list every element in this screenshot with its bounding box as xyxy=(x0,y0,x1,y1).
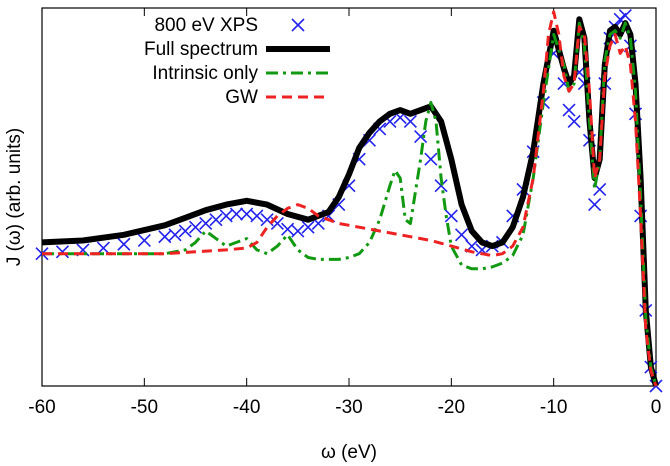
series-800-ev-xps xyxy=(35,8,663,393)
xps-data-point xyxy=(55,245,70,259)
xps-data-point xyxy=(158,230,172,244)
xps-data-point xyxy=(240,207,254,221)
xps-data-point xyxy=(291,224,305,238)
xps-data-point xyxy=(455,228,469,242)
series-gw xyxy=(42,10,658,387)
xps-data-point xyxy=(414,129,428,144)
x-tick-label: -30 xyxy=(335,397,362,418)
x-tick-label: -10 xyxy=(540,397,567,418)
legend-label: Intrinsic only xyxy=(152,63,258,84)
legend-marker xyxy=(291,18,305,32)
xps-data-point xyxy=(117,237,131,251)
xps-data-point xyxy=(424,152,438,166)
legend-item: Full spectrum xyxy=(144,39,330,60)
xps-data-point xyxy=(168,228,182,242)
legend: 800 eV XPS Full spectrum Intrinsic only GW xyxy=(144,15,330,108)
series-full-spectrum xyxy=(41,16,659,387)
xps-data-point xyxy=(444,209,458,223)
legend-label: 800 eV XPS xyxy=(154,15,258,36)
xps-data-point xyxy=(178,224,192,238)
legend-label: Full spectrum xyxy=(144,39,258,60)
x-tick-label: -20 xyxy=(438,397,465,418)
xps-data-point xyxy=(229,207,243,221)
xps-data-point xyxy=(219,209,233,223)
xps-data-point xyxy=(96,241,110,255)
series-line xyxy=(41,16,659,387)
legend-label: GW xyxy=(225,87,258,108)
series-line xyxy=(42,10,658,387)
xps-data-point xyxy=(250,209,264,223)
x-axis-ticks: -60 -50 -40 -30 -20 -10 0 xyxy=(28,8,661,418)
xps-data-point xyxy=(588,197,602,212)
xps-data-point xyxy=(618,8,632,23)
x-tick-label: -60 xyxy=(28,397,55,418)
xps-data-point xyxy=(209,213,223,227)
xps-data-point xyxy=(137,233,151,248)
xps-data-point xyxy=(301,220,315,234)
xps-data-point xyxy=(281,222,295,236)
xps-data-point xyxy=(188,220,203,234)
xps-data-point xyxy=(403,114,417,128)
xps-data-point xyxy=(199,216,213,231)
x-axis-title: ω (eV) xyxy=(321,442,377,463)
x-tick-label: -50 xyxy=(131,397,158,418)
x-tick-label: -40 xyxy=(233,397,260,418)
x-tick-label: 0 xyxy=(651,397,662,418)
legend-item: 800 eV XPS xyxy=(154,15,305,36)
xps-data-point xyxy=(567,114,581,128)
xps-data-point xyxy=(562,103,576,117)
y-axis-title: J (ω) (arb. units) xyxy=(4,128,25,266)
series-layer xyxy=(35,8,663,393)
xps-data-point xyxy=(434,179,448,193)
legend-item: GW xyxy=(225,87,330,108)
legend-item: Intrinsic only xyxy=(152,63,330,84)
